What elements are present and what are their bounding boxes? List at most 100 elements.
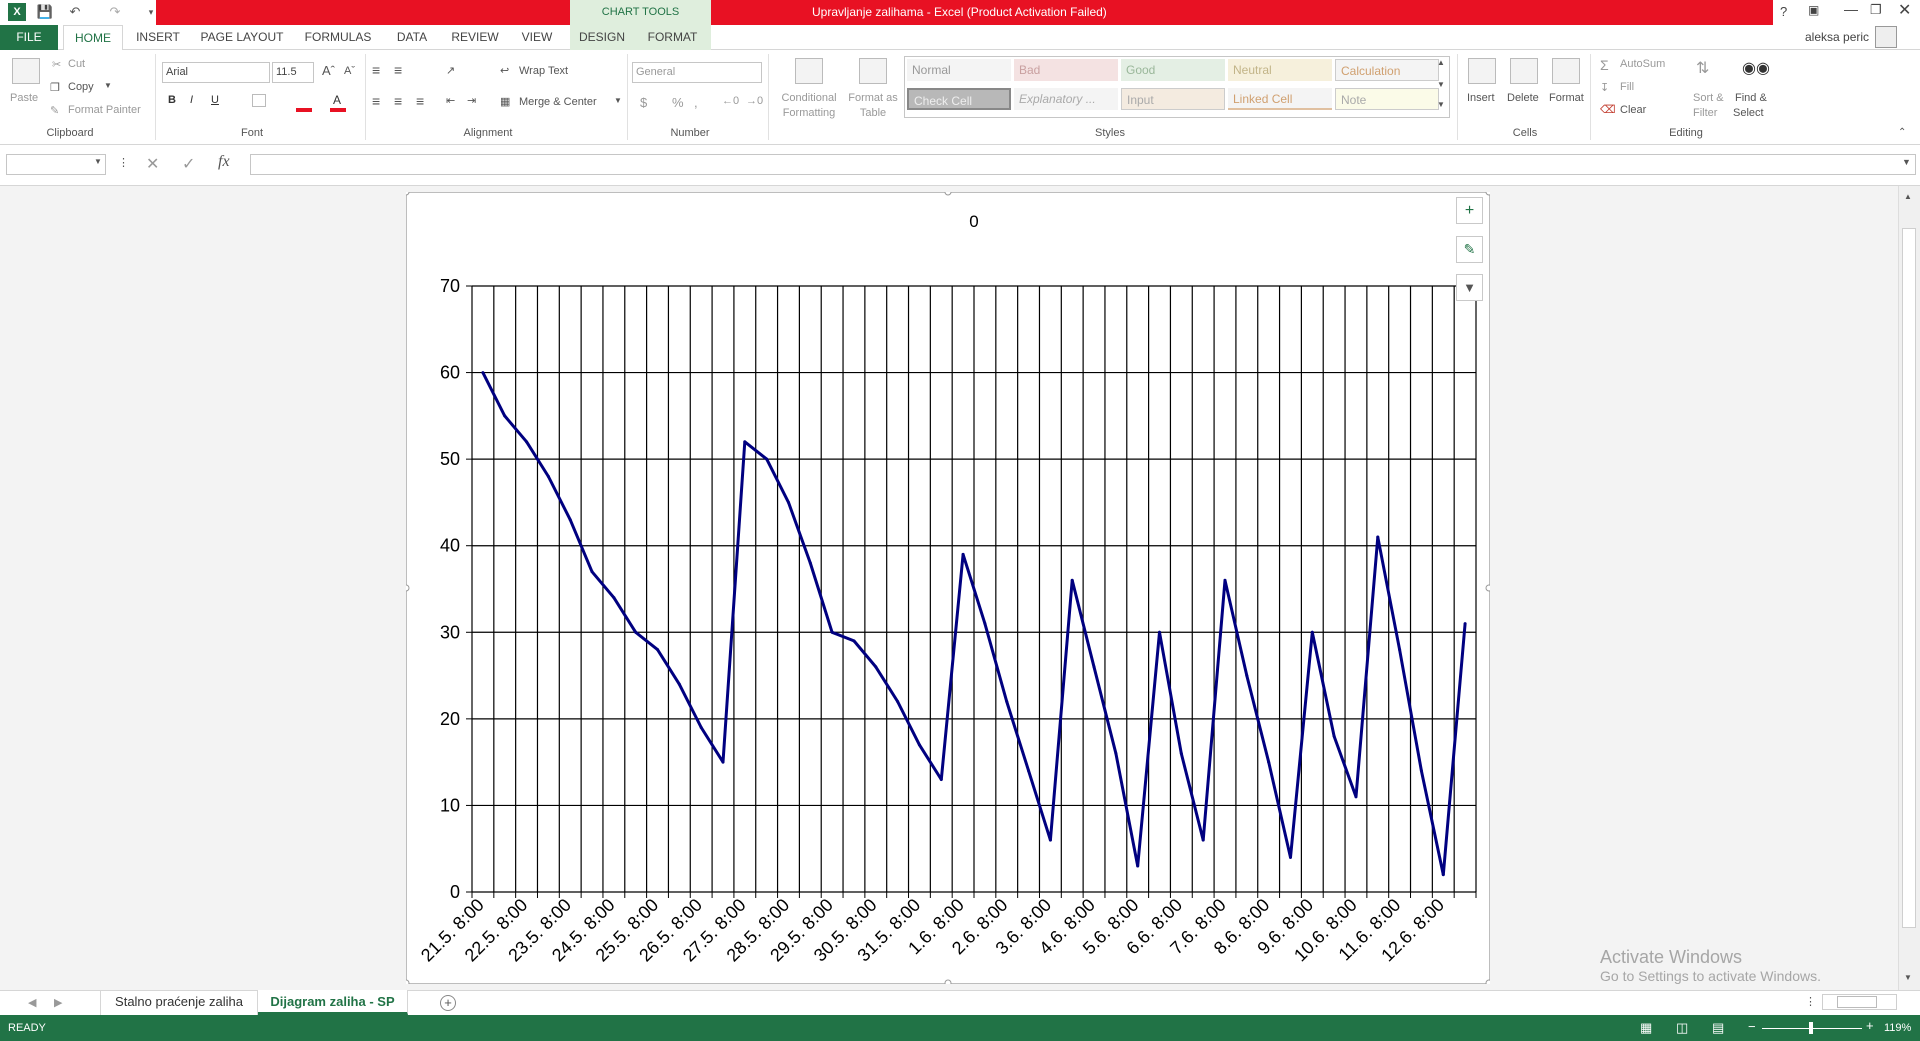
tab-file[interactable]: FILE <box>0 25 58 50</box>
horizontal-scroll-thumb[interactable] <box>1837 996 1877 1008</box>
minimize-icon[interactable]: — <box>1844 1 1858 17</box>
paste-button[interactable]: Paste <box>10 92 39 104</box>
scroll-down-icon[interactable]: ▼ <box>1904 973 1912 982</box>
sort-filter-icon[interactable]: ⇅ <box>1696 60 1710 77</box>
gallery-down-icon[interactable]: ▼ <box>1437 80 1445 89</box>
bold-button[interactable]: B <box>168 94 176 106</box>
comma-button[interactable]: , <box>694 95 698 110</box>
conditional-formatting-label-2[interactable]: Formatting <box>782 107 836 119</box>
align-left-icon[interactable]: ≡ <box>372 93 381 109</box>
zoom-slider-thumb[interactable] <box>1809 1022 1813 1034</box>
paste-icon[interactable] <box>12 58 40 84</box>
font-size-select[interactable]: 11.5 <box>272 62 314 83</box>
style-note[interactable]: Note <box>1335 88 1439 110</box>
copy-button[interactable]: Copy <box>68 81 94 93</box>
fill-color-icon[interactable] <box>296 108 312 112</box>
customize-qat-icon[interactable]: ▾ <box>148 7 154 17</box>
enter-icon[interactable]: ✓ <box>182 156 196 173</box>
cut-button[interactable]: Cut <box>68 58 86 70</box>
tab-home[interactable]: HOME <box>63 25 123 51</box>
normal-view-icon[interactable]: ▦ <box>1640 1020 1653 1035</box>
style-linked-cell[interactable]: Linked Cell <box>1228 88 1332 110</box>
format-as-table-label-2[interactable]: Table <box>859 107 887 119</box>
merge-icon[interactable]: ▦ <box>500 96 511 108</box>
fill-down-icon[interactable]: ↧ <box>1600 82 1610 94</box>
zoom-in-icon[interactable]: + <box>1866 1018 1874 1033</box>
brush-icon[interactable]: ✎ <box>50 105 60 117</box>
format-cells-button[interactable]: Format <box>1549 92 1584 104</box>
tab-review[interactable]: REVIEW <box>451 30 499 44</box>
name-box-dropdown-icon[interactable]: ▼ <box>94 157 102 166</box>
delete-cells-button[interactable]: Delete <box>1507 92 1539 104</box>
increase-decimal-icon[interactable]: ←0 <box>722 95 740 107</box>
eraser-icon[interactable]: ⌫ <box>1600 104 1616 116</box>
tab-design[interactable]: DESIGN <box>570 25 634 50</box>
align-top-icon[interactable]: ≡ <box>372 62 381 78</box>
cancel-icon[interactable]: ✕ <box>146 156 160 173</box>
prev-sheet-icon[interactable]: ◀ <box>28 997 37 1009</box>
new-sheet-icon[interactable]: + <box>440 995 456 1011</box>
decrease-decimal-icon[interactable]: →0 <box>746 95 764 107</box>
scroll-up-icon[interactable]: ▲ <box>1904 192 1912 201</box>
tab-page-layout[interactable]: PAGE LAYOUT <box>200 30 284 44</box>
sort-filter-label-1[interactable]: Sort & <box>1693 92 1724 104</box>
wrap-text-button[interactable]: Wrap Text <box>519 65 569 77</box>
merge-center-button[interactable]: Merge & Center <box>519 96 597 108</box>
insert-cells-icon[interactable] <box>1468 58 1496 84</box>
redo-icon[interactable]: ↷ <box>109 4 121 19</box>
style-bad[interactable]: Bad <box>1014 59 1118 81</box>
ribbon-display-icon[interactable]: ▣ <box>1808 3 1820 17</box>
save-icon[interactable]: 💾 <box>36 4 54 19</box>
merge-dropdown-icon[interactable]: ▼ <box>614 96 622 105</box>
insert-function-button[interactable]: fx <box>218 153 230 170</box>
next-sheet-icon[interactable]: ▶ <box>54 997 63 1009</box>
indent-icon[interactable]: ⇤ <box>446 95 456 107</box>
binoculars-icon[interactable]: ◉◉ <box>1742 60 1770 77</box>
gallery-more-icon[interactable]: ▼ <box>1437 100 1445 109</box>
style-check-cell[interactable]: Check Cell <box>907 88 1011 110</box>
number-format-select[interactable]: General <box>632 62 762 83</box>
vertical-scroll-thumb[interactable] <box>1902 228 1916 928</box>
chart-elements-button[interactable]: + <box>1456 197 1483 224</box>
restore-icon[interactable]: ❐ <box>1870 2 1882 17</box>
format-cells-icon[interactable] <box>1552 58 1580 84</box>
format-as-table-icon[interactable] <box>859 58 887 84</box>
zoom-level[interactable]: 119% <box>1884 1022 1912 1034</box>
underline-button[interactable]: U <box>211 94 219 106</box>
close-icon[interactable]: ✕ <box>1898 2 1912 19</box>
tab-insert[interactable]: INSERT <box>136 30 180 44</box>
style-normal[interactable]: Normal <box>907 59 1011 81</box>
copy-dropdown-icon[interactable]: ▼ <box>104 81 112 90</box>
name-box[interactable] <box>6 154 106 175</box>
font-color-icon[interactable] <box>330 108 346 112</box>
gallery-up-icon[interactable]: ▲ <box>1437 58 1445 67</box>
page-layout-view-icon[interactable]: ◫ <box>1676 1020 1689 1035</box>
tab-formulas[interactable]: FORMULAS <box>304 30 372 44</box>
delete-cells-icon[interactable] <box>1510 58 1538 84</box>
clear-button[interactable]: Clear <box>1620 104 1647 116</box>
format-painter-button[interactable]: Format Painter <box>68 104 141 116</box>
formula-input[interactable] <box>250 154 1916 175</box>
orientation-icon[interactable]: ↗ <box>446 65 456 77</box>
tab-data[interactable]: DATA <box>396 30 428 44</box>
chart-styles-brush-icon[interactable]: ✎ <box>1456 236 1483 263</box>
help-icon[interactable]: ? <box>1780 4 1788 19</box>
style-neutral[interactable]: Neutral <box>1228 59 1332 81</box>
autosum-button[interactable]: AutoSum <box>1620 58 1666 70</box>
style-input[interactable]: Input <box>1121 88 1225 110</box>
scissors-icon[interactable]: ✂ <box>52 59 62 71</box>
shrink-font-icon[interactable]: Aˇ <box>344 65 355 77</box>
find-select-label-1[interactable]: Find & <box>1735 92 1767 104</box>
zoom-out-icon[interactable]: − <box>1748 1019 1756 1034</box>
sort-filter-label-2[interactable]: Filter <box>1693 107 1718 119</box>
sigma-icon[interactable]: Σ <box>1600 57 1609 73</box>
fill-button[interactable]: Fill <box>1620 81 1635 93</box>
horizontal-scrollbar[interactable] <box>1822 994 1897 1010</box>
chart-area[interactable] <box>406 192 1490 984</box>
conditional-formatting-label-1[interactable]: Conditional <box>781 92 837 104</box>
avatar[interactable] <box>1875 26 1897 48</box>
align-right-icon[interactable]: ≡ <box>416 93 425 109</box>
find-select-label-2[interactable]: Select <box>1733 107 1764 119</box>
style-explanatory[interactable]: Explanatory ... <box>1014 88 1118 110</box>
